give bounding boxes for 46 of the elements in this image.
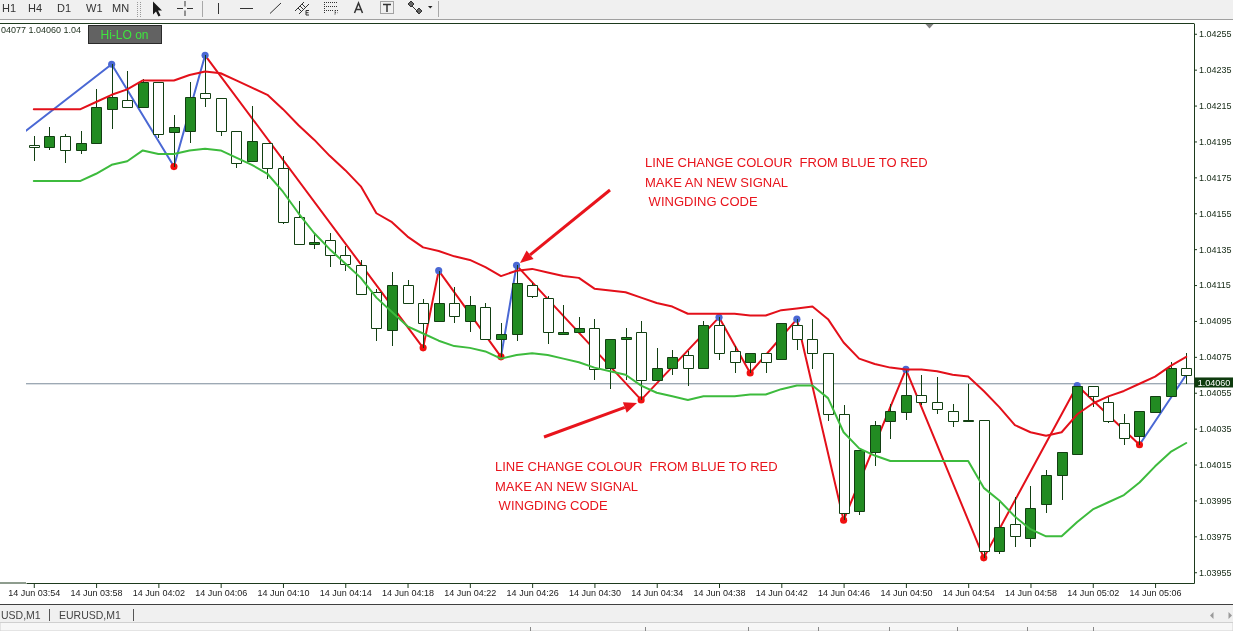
y-tick-label: 1.03955 <box>1199 567 1232 578</box>
x-tick-label: 14 Jun 04:34 <box>631 588 684 599</box>
x-tick-label: 14 Jun 05:06 <box>1129 588 1182 599</box>
text: MN <box>112 2 130 14</box>
y-tick-label: 1.04015 <box>1199 459 1232 470</box>
x-tick-label: 14 Jun 04:26 <box>506 588 559 599</box>
annotation: 04077 1.04060 1.04 <box>1 25 82 35</box>
x-tick-label: 14 Jun 04:42 <box>755 588 808 599</box>
x-tick-label: 14 Jun 04:46 <box>818 588 871 599</box>
y-tick-label: 1.04175 <box>1199 172 1232 183</box>
y-tick-label: 1.04075 <box>1199 352 1232 363</box>
y-tick-label: 1.04115 <box>1199 280 1231 291</box>
y-tick-label: 1.04235 <box>1199 65 1232 76</box>
text: EURUSD,M1 <box>59 609 121 621</box>
y-tick-label: 1.03995 <box>1199 495 1232 506</box>
y-tick-label: 1.04215 <box>1199 100 1232 111</box>
annotation: Hi-LO on <box>100 27 149 42</box>
x-tick-label: 14 Jun 04:02 <box>132 588 185 599</box>
y-tick-label: 1.04095 <box>1199 316 1232 327</box>
annotation: LINE CHANGE COLOUR FROM BLUE TO RED MAKE AN NEW SIGNAL WINGDING CODE <box>645 155 928 209</box>
y-tick-label: 1.04155 <box>1199 208 1232 219</box>
x-tick-label: 14 Jun 04:14 <box>319 588 372 599</box>
y-tick-label: 1.04035 <box>1199 424 1232 435</box>
x-tick-label: 14 Jun 04:18 <box>382 588 435 599</box>
text: D1 <box>57 2 72 14</box>
x-tick-label: 14 Jun 05:02 <box>1067 588 1120 599</box>
x-tick-label: 14 Jun 04:10 <box>257 588 310 599</box>
x-tick-label: 14 Jun 04:06 <box>195 588 248 599</box>
y-tick-label: 1.04195 <box>1199 136 1232 147</box>
y-tick-label: 1.04055 <box>1199 388 1232 399</box>
x-tick-label: 14 Jun 03:54 <box>8 588 61 599</box>
x-tick-label: 14 Jun 04:58 <box>1004 588 1057 599</box>
x-tick-label: 14 Jun 03:58 <box>70 588 123 599</box>
x-tick-label: 14 Jun 04:22 <box>444 588 497 599</box>
text: H1 <box>2 2 17 14</box>
x-tick-label: 14 Jun 04:50 <box>880 588 933 599</box>
x-tick-label: 14 Jun 04:54 <box>942 588 995 599</box>
annotation: LINE CHANGE COLOUR FROM BLUE TO RED MAKE AN NEW SIGNAL WINGDING CODE <box>495 459 778 513</box>
text: H4 <box>28 2 43 14</box>
y-tick-label: 1.04135 <box>1199 244 1232 255</box>
text: USD,M1 <box>1 609 41 621</box>
x-tick-label: 14 Jun 04:38 <box>693 588 746 599</box>
x-tick-label: 14 Jun 04:30 <box>568 588 621 599</box>
text: W1 <box>86 2 103 14</box>
y-tick-label: 1.03975 <box>1199 531 1232 542</box>
y-tick-label: 1.04255 <box>1199 29 1232 40</box>
